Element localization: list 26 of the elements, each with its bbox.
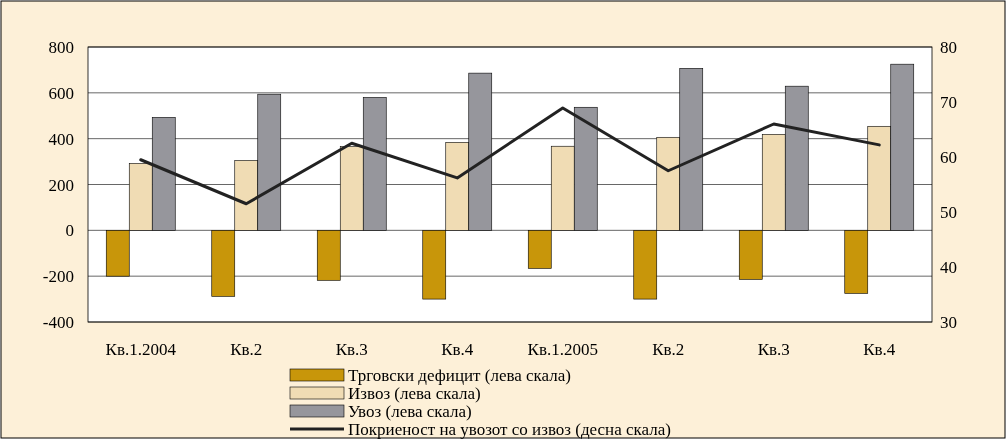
x-tick-label: Кв.3	[757, 340, 790, 359]
y-tick-label: 600	[48, 83, 74, 103]
y2-tick-label: 70	[940, 93, 957, 112]
y2-tick-label: 30	[940, 313, 957, 332]
x-tick-label: Кв.2	[230, 340, 263, 359]
x-tick-label: Кв.1.2005	[527, 340, 598, 359]
x-tick-label: Кв.2	[652, 340, 685, 359]
y2-tick-label: 40	[940, 258, 957, 277]
y-tick-label: 0	[65, 221, 74, 241]
y-tick-label: -200	[42, 267, 74, 287]
legend-label: Покриеност на увозот со извоз (десна скала)	[348, 420, 671, 439]
legend-label: Увоз (лева скала)	[348, 402, 472, 421]
line-series	[139, 106, 881, 206]
legend-label: Извоз (лева скала)	[348, 384, 481, 403]
x-tick-label: Кв.4	[863, 340, 896, 359]
y2-tick-label: 50	[940, 203, 957, 222]
legend-label: Трговски дефицит (лева скала)	[348, 366, 571, 385]
y-tick-label: 400	[48, 129, 74, 149]
y2-tick-label: 80	[940, 38, 957, 57]
x-tick-label: Кв.3	[335, 340, 368, 359]
y-tick-label: 800	[48, 38, 74, 57]
y-tick-label: -400	[42, 313, 74, 332]
x-tick-label: Кв.1.2004	[105, 340, 177, 359]
y2-tick-label: 60	[940, 148, 957, 167]
x-tick-label: Кв.4	[441, 340, 474, 359]
y-tick-label: 200	[48, 175, 74, 195]
